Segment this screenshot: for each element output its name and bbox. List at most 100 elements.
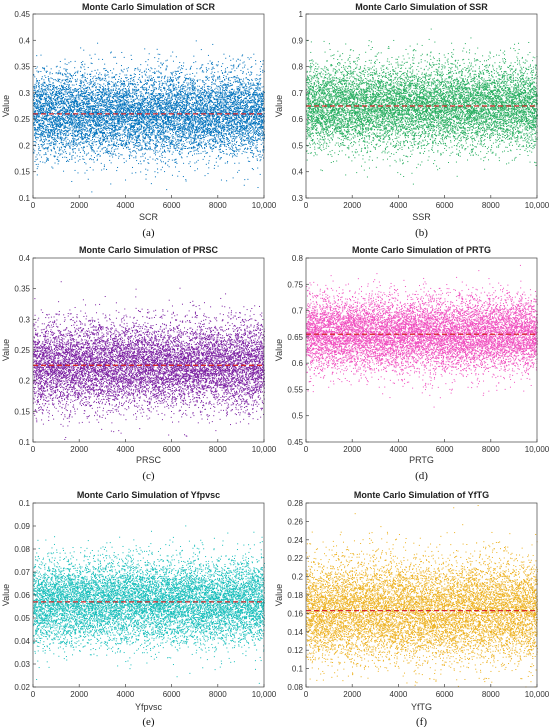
- data-point: [69, 91, 70, 92]
- data-point: [82, 96, 83, 97]
- data-point: [113, 132, 114, 133]
- data-point: [93, 76, 94, 77]
- data-point: [83, 148, 84, 149]
- data-point: [108, 74, 109, 75]
- data-point: [105, 70, 106, 71]
- data-point: [88, 179, 89, 180]
- data-point: [37, 137, 38, 138]
- data-point: [36, 92, 37, 93]
- data-point: [44, 83, 45, 84]
- data-point: [108, 72, 109, 73]
- data-point: [86, 101, 87, 102]
- data-point: [100, 100, 101, 101]
- data-point: [63, 101, 64, 102]
- data-point: [82, 75, 83, 76]
- data-point: [104, 133, 105, 134]
- data-point: [93, 84, 94, 85]
- data-point: [36, 100, 37, 101]
- data-point: [41, 112, 42, 113]
- data-point: [44, 69, 45, 70]
- data-point: [60, 122, 61, 123]
- data-point: [69, 88, 70, 89]
- data-point: [45, 119, 46, 120]
- data-point: [33, 75, 34, 76]
- data-point: [94, 162, 95, 163]
- data-point: [51, 115, 52, 116]
- data-point: [79, 120, 80, 121]
- data-point: [72, 135, 73, 136]
- data-point: [37, 127, 38, 128]
- data-point: [107, 136, 108, 137]
- data-point: [92, 118, 93, 119]
- data-point: [59, 92, 60, 93]
- data-point: [51, 150, 52, 151]
- data-point: [45, 147, 46, 148]
- data-point: [113, 57, 114, 58]
- data-point: [106, 105, 107, 106]
- data-point: [42, 120, 43, 121]
- data-point: [51, 96, 52, 97]
- data-point: [76, 128, 77, 129]
- data-point: [106, 149, 107, 150]
- data-point: [53, 103, 54, 104]
- data-point: [99, 98, 100, 99]
- data-point: [43, 109, 44, 110]
- data-point: [103, 147, 104, 148]
- data-point: [108, 116, 109, 117]
- data-point: [42, 83, 43, 84]
- data-point: [65, 114, 66, 115]
- data-point: [74, 109, 75, 110]
- data-point: [60, 73, 61, 74]
- data-point: [53, 125, 54, 126]
- data-point: [79, 159, 80, 160]
- data-point: [87, 125, 88, 126]
- data-point: [47, 134, 48, 135]
- data-point: [57, 93, 58, 94]
- data-point: [42, 146, 43, 147]
- data-point: [85, 123, 86, 124]
- data-point: [53, 121, 54, 122]
- chart-panel-a: 0.10.150.20.250.30.350.40.450 2000 4000 600…: [1, 2, 277, 239]
- data-point: [96, 116, 97, 117]
- data-point: [39, 154, 40, 155]
- data-point: [87, 134, 88, 135]
- data-point: [43, 147, 44, 148]
- data-point: [100, 144, 101, 145]
- data-point: [90, 81, 91, 82]
- data-point: [97, 89, 98, 90]
- data-point: [98, 107, 99, 108]
- data-point: [34, 133, 35, 134]
- data-point: [77, 71, 78, 72]
- data-point: [50, 143, 51, 144]
- data-point: [55, 79, 56, 80]
- data-point: [108, 97, 109, 98]
- data-point: [104, 88, 105, 89]
- data-point: [104, 94, 105, 95]
- data-point: [61, 95, 62, 96]
- data-point: [95, 76, 96, 77]
- data-point: [72, 127, 73, 128]
- data-point: [111, 111, 112, 112]
- data-point: [36, 104, 37, 105]
- data-point: [34, 88, 35, 89]
- data-point: [62, 115, 63, 116]
- data-point: [81, 82, 82, 83]
- data-point: [36, 96, 37, 97]
- data-point: [67, 132, 68, 133]
- data-point: [97, 120, 98, 121]
- data-point: [48, 131, 49, 132]
- data-point: [45, 90, 46, 91]
- data-point: [40, 161, 41, 162]
- data-point: [71, 157, 72, 158]
- data-point: [37, 66, 38, 67]
- data-point: [41, 92, 42, 93]
- data-point: [53, 105, 54, 106]
- data-point: [44, 131, 45, 132]
- data-point: [46, 88, 47, 89]
- data-point: [38, 144, 39, 145]
- data-point: [112, 82, 113, 83]
- data-point: [35, 84, 36, 85]
- data-point: [56, 110, 57, 111]
- data-point: [56, 100, 57, 101]
- data-point: [49, 129, 50, 130]
